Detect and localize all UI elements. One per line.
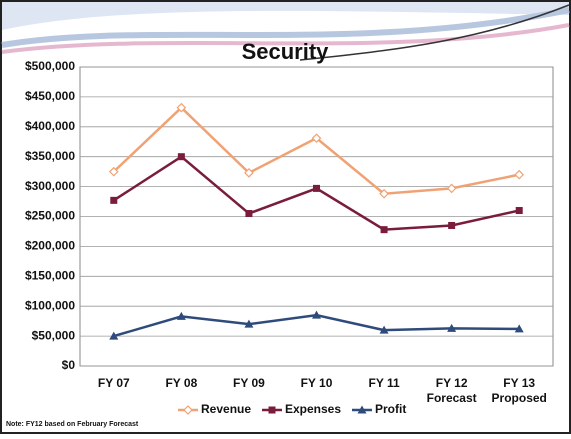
- point: [244, 167, 254, 178]
- x-tick-label: FY 10: [301, 376, 333, 390]
- y-tick-label: $350,000: [25, 149, 75, 163]
- x-tick-label: FY 11: [369, 376, 400, 390]
- point: [313, 184, 320, 192]
- header-wave: [2, 2, 569, 30]
- header-wave: [1, 7, 570, 48]
- y-tick-label: $400,000: [25, 119, 75, 133]
- point: [245, 210, 253, 218]
- point: [448, 221, 456, 229]
- point: [380, 226, 388, 234]
- x-tick-label: FY 08: [165, 376, 197, 390]
- x-tick-label: FY 07: [98, 376, 130, 390]
- x-tick-label: FY 09: [233, 376, 265, 390]
- x-tick-label: FY 13: [503, 376, 535, 390]
- point: [514, 169, 525, 180]
- legend-label: Revenue: [201, 402, 251, 416]
- header-wave: [299, 4, 570, 61]
- point: [177, 153, 185, 161]
- legend-marker: [357, 405, 367, 414]
- legend-label: Expenses: [285, 402, 341, 416]
- point: [176, 311, 186, 320]
- point: [244, 319, 254, 328]
- x-tick-label: Proposed: [492, 391, 547, 405]
- x-tick-label: Forecast: [427, 391, 477, 405]
- header-wave: [1, 23, 570, 54]
- point: [379, 188, 389, 199]
- y-tick-label: $50,000: [32, 328, 76, 342]
- point: [514, 324, 524, 333]
- point: [108, 166, 119, 177]
- point: [515, 207, 523, 215]
- point: [447, 323, 457, 332]
- point: [110, 196, 118, 204]
- point: [109, 331, 119, 340]
- y-tick-label: $250,000: [25, 209, 75, 223]
- point: [312, 310, 321, 319]
- y-tick-label: $100,000: [25, 298, 75, 312]
- legend-label: Profit: [375, 402, 406, 416]
- point: [446, 183, 457, 194]
- y-tick-label: $200,000: [25, 239, 75, 253]
- note: Note: FY12 based on February Forecast: [6, 421, 139, 428]
- y-tick-label: $0: [62, 358, 76, 372]
- point: [176, 102, 187, 113]
- legend-marker: [183, 405, 193, 415]
- chart-title: Security: [242, 39, 330, 64]
- x-tick-label: FY 12: [436, 376, 468, 390]
- y-tick-label: $150,000: [25, 268, 75, 282]
- point: [379, 325, 389, 334]
- point: [311, 133, 322, 144]
- y-tick-label: $300,000: [25, 179, 75, 193]
- y-tick-label: $450,000: [25, 89, 75, 103]
- legend-marker: [268, 406, 276, 414]
- y-tick-label: $500,000: [25, 59, 75, 73]
